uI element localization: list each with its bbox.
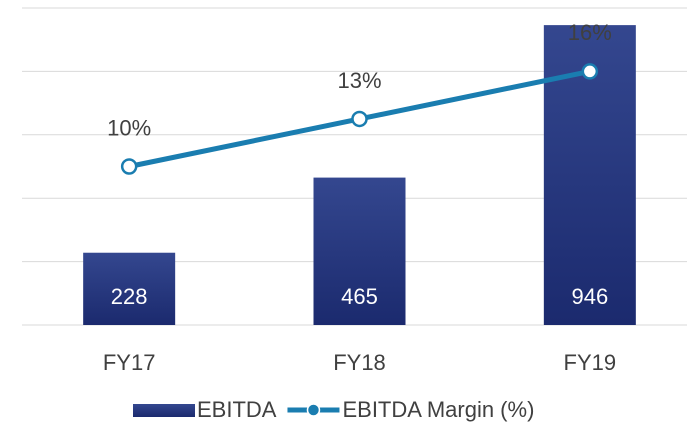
line-marker (351, 110, 368, 128)
line-value-label: 16% (568, 20, 612, 45)
bar (83, 252, 176, 325)
legend-swatch (133, 404, 195, 417)
x-tick-label: FY17 (103, 350, 156, 375)
line-value-label: 10% (107, 115, 151, 140)
x-tick-label: FY18 (333, 350, 386, 375)
legend-label: EBITDA Margin (%) (342, 397, 534, 422)
legend-label: EBITDA (197, 397, 277, 422)
x-tick-label: FY19 (564, 350, 617, 375)
bar (313, 177, 406, 325)
line-marker (120, 158, 138, 175)
bar-value-label: 465 (341, 284, 378, 309)
legend-swatch-marker (306, 403, 321, 417)
bar-value-label: 228 (111, 284, 148, 309)
line-value-label: 13% (337, 68, 381, 93)
line-marker (581, 63, 599, 80)
bar-value-label: 946 (571, 284, 608, 309)
